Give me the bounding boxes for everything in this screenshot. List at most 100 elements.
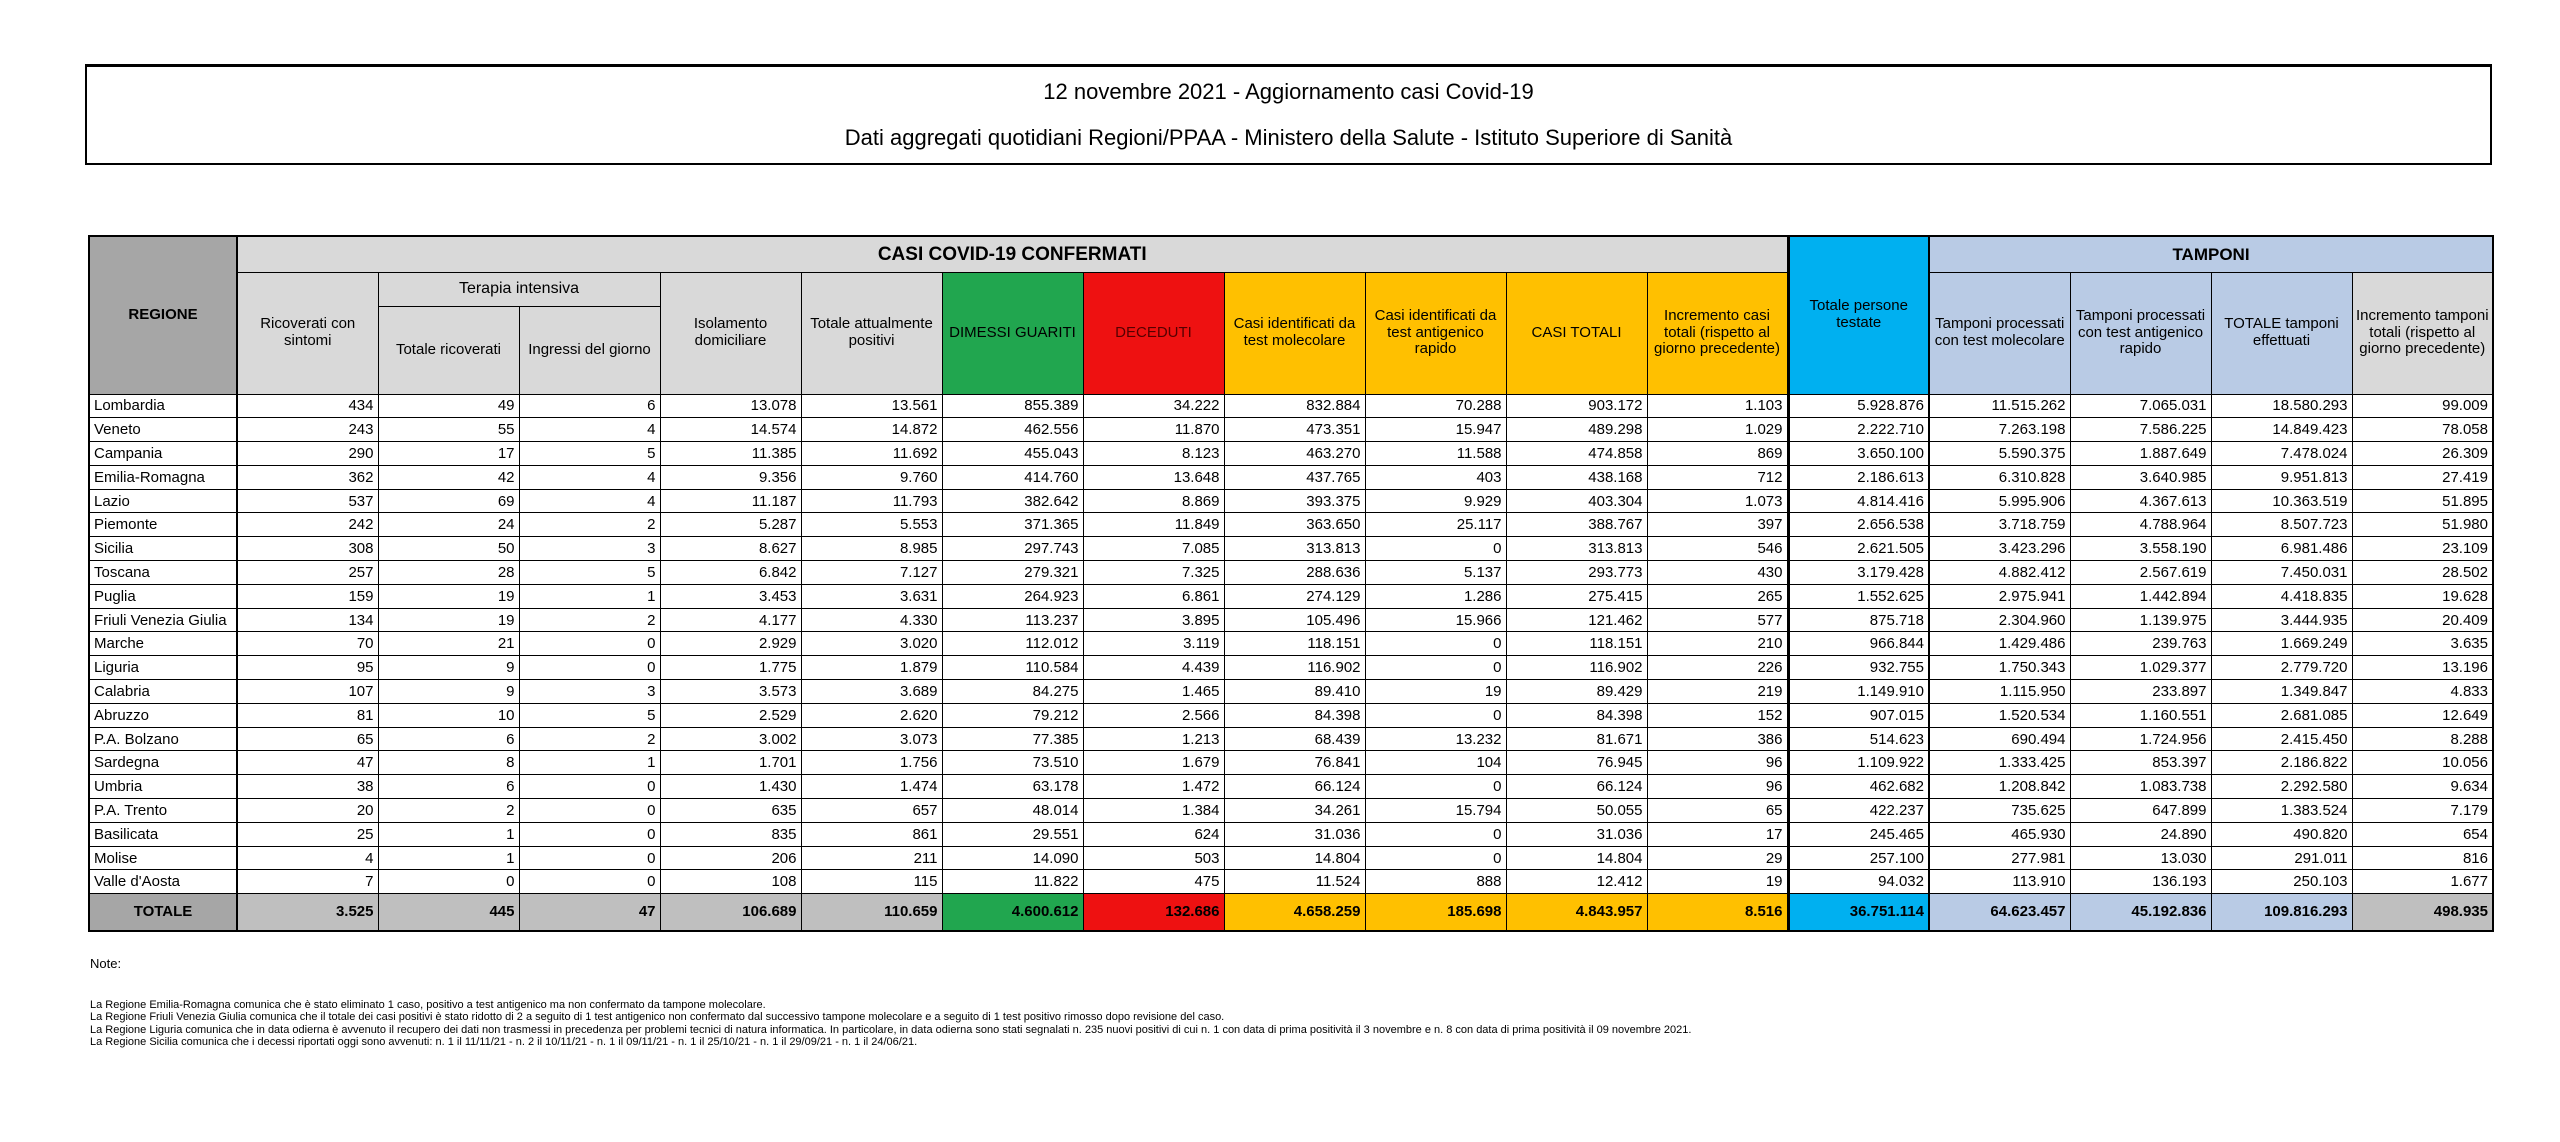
value-cell: 50 (377, 536, 520, 562)
value-cell: 1.109.922 (1786, 750, 1930, 776)
value-cell: 89.429 (1505, 679, 1648, 704)
value-cell: 4.833 (2351, 679, 2494, 704)
table-row: Molise 4 1 0 206 211 14.090 503 14.804 0 14.804 29 2… (88, 845, 2494, 871)
totale-label: TOTALE (88, 893, 238, 932)
value-cell: 0 (518, 631, 661, 657)
value-cell: 206 (659, 845, 802, 871)
value-cell: 1.073 (1646, 488, 1789, 514)
value-cell: 2 (518, 512, 661, 538)
header-casi-totali: CASI TOTALI (1505, 271, 1648, 395)
value-cell: 110.584 (941, 655, 1084, 681)
value-cell: 26.309 (2351, 441, 2494, 466)
value-cell: 7.179 (2351, 798, 2494, 823)
value-cell: 242 (236, 512, 379, 538)
value-cell: 2.929 (659, 631, 802, 657)
value-cell: 0 (518, 869, 661, 895)
value-cell: 7.325 (1082, 560, 1225, 585)
region-name: Valle d'Aosta (88, 869, 238, 895)
value-cell: 49 (377, 393, 520, 419)
value-cell: 11.849 (1082, 512, 1225, 538)
region-name: Toscana (88, 560, 238, 585)
value-cell: 7.127 (800, 560, 943, 585)
value-cell: 13.196 (2351, 655, 2494, 681)
value-cell: 4.177 (659, 607, 802, 633)
table-row: Toscana 257 28 5 6.842 7.127 279.321 7.325 288.6… (88, 560, 2494, 585)
value-cell: 14.090 (941, 845, 1084, 871)
table-row: Piemonte 242 24 2 5.287 5.553 371.365 11.849 363… (88, 512, 2494, 538)
table-row: Valle d'Aosta 7 0 0 108 115 11.822 475 11.524 888… (88, 869, 2494, 895)
value-cell: 10.363.519 (2210, 488, 2353, 514)
value-cell: 115 (800, 869, 943, 895)
note-line: La Regione Liguria comunica che in data … (90, 1023, 1692, 1036)
value-cell: 17 (377, 441, 520, 466)
region-name: Basilicata (88, 821, 238, 847)
value-cell: 1.677 (2351, 869, 2494, 895)
value-cell: 47 (236, 750, 379, 776)
value-cell: 9 (377, 655, 520, 681)
value-cell: 4 (518, 488, 661, 514)
value-cell: 514.623 (1786, 726, 1930, 752)
value-cell: 869 (1646, 441, 1789, 466)
value-cell: 11.870 (1082, 417, 1225, 443)
value-cell: 121.462 (1505, 607, 1648, 633)
page-title: 12 novembre 2021 - Aggiornamento casi Co… (1043, 79, 1534, 104)
table-row: Marche 70 21 0 2.929 3.020 112.012 3.119 118.151… (88, 631, 2494, 657)
value-cell: 9.356 (659, 464, 802, 490)
title-box: 12 novembre 2021 - Aggiornamento casi Co… (85, 64, 2492, 165)
value-cell: 257.100 (1786, 845, 1930, 871)
value-cell: 17 (1646, 821, 1789, 847)
value-cell: 397 (1646, 512, 1789, 538)
value-cell: 70 (236, 631, 379, 657)
value-cell: 14.872 (800, 417, 943, 443)
value-cell: 1 (518, 583, 661, 609)
header-totale-persone-testate: Totale persone testate (1786, 235, 1930, 395)
notes-title: Note: (90, 956, 122, 971)
value-cell: 0 (518, 845, 661, 871)
header-tamponi: TAMPONI (1928, 235, 2494, 273)
value-cell: 853.397 (2069, 750, 2212, 776)
value-cell: 2 (377, 798, 520, 823)
value-cell: 9.634 (2351, 774, 2494, 800)
header-incremento-casi: Incremento casi totali (rispetto al gior… (1646, 271, 1789, 395)
value-cell: 24.890 (2069, 821, 2212, 847)
region-name: Marche (88, 631, 238, 657)
value-cell: 490.820 (2210, 821, 2353, 847)
region-name: Lombardia (88, 393, 238, 419)
value-cell: 1.775 (659, 655, 802, 681)
value-cell: 63.178 (941, 774, 1084, 800)
value-cell: 211 (800, 845, 943, 871)
value-cell: 5 (518, 560, 661, 585)
table-row: Abruzzo 81 10 5 2.529 2.620 79.212 2.566 84.398 0… (88, 702, 2494, 728)
value-cell: 31.036 (1505, 821, 1648, 847)
value-cell: 1.103 (1646, 393, 1789, 419)
value-cell: 4.788.964 (2069, 512, 2212, 538)
region-name: Molise (88, 845, 238, 871)
value-cell: 11.588 (1364, 441, 1507, 466)
value-cell: 108 (659, 869, 802, 895)
value-cell: 28.502 (2351, 560, 2494, 585)
value-cell: 109.816.293 (2210, 893, 2353, 932)
value-cell: 1.887.649 (2069, 441, 2212, 466)
value-cell: 51.980 (2351, 512, 2494, 538)
value-cell: 84.398 (1223, 702, 1366, 728)
value-cell: 3.423.296 (1928, 536, 2071, 562)
value-cell: 3.558.190 (2069, 536, 2212, 562)
value-cell: 835 (659, 821, 802, 847)
value-cell: 9 (377, 679, 520, 704)
value-cell: 907.015 (1786, 702, 1930, 728)
value-cell: 6 (377, 726, 520, 752)
value-cell: 18.580.293 (2210, 393, 2353, 419)
header-totale-attualmente-positivi: Totale attualmente positivi (800, 271, 943, 395)
value-cell: 4 (518, 417, 661, 443)
value-cell: 8.123 (1082, 441, 1225, 466)
value-cell: 308 (236, 536, 379, 562)
value-cell: 473.351 (1223, 417, 1366, 443)
value-cell: 2.566 (1082, 702, 1225, 728)
value-cell: 712 (1646, 464, 1789, 490)
table-header: REGIONE CASI COVID-19 CONFERMATI Totale … (88, 235, 2494, 395)
value-cell: 291.011 (2210, 845, 2353, 871)
value-cell: 1.430 (659, 774, 802, 800)
value-cell: 1.029.377 (2069, 655, 2212, 681)
value-cell: 219 (1646, 679, 1789, 704)
